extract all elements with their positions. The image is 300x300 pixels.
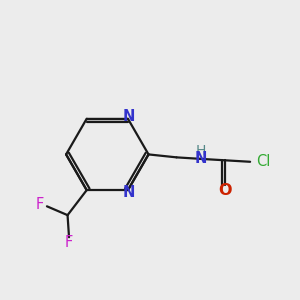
Text: N: N [123, 185, 135, 200]
Text: O: O [218, 183, 232, 198]
Text: N: N [123, 109, 135, 124]
Text: N: N [194, 151, 207, 166]
Text: F: F [35, 197, 44, 212]
Text: Cl: Cl [256, 154, 271, 169]
Text: F: F [65, 235, 73, 250]
Text: H: H [196, 145, 206, 158]
